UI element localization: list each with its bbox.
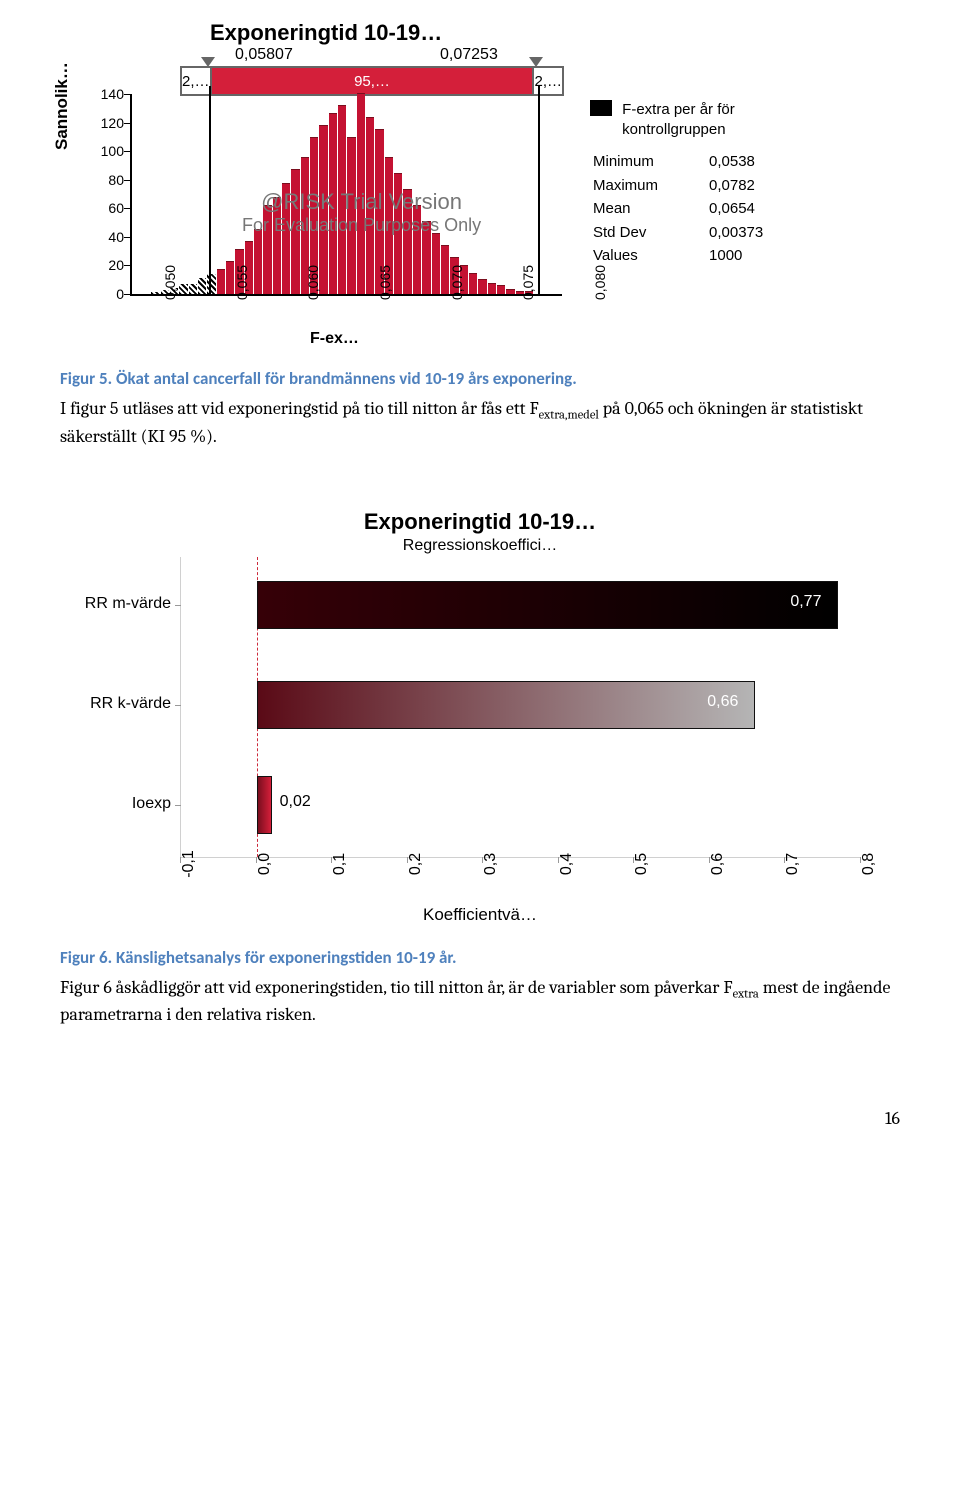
chart1-bar — [151, 292, 159, 294]
chart1-ytick-label: 100 — [92, 143, 124, 159]
fig5-body-pre: I figur 5 utläses att vid exponeringstid… — [60, 398, 539, 419]
chart2-xtick-label: 0,6 — [709, 844, 727, 884]
chart1-bar — [469, 273, 477, 294]
chart1-xtick-label: 0,065 — [377, 265, 393, 300]
chart1-ytick-label: 140 — [92, 86, 124, 102]
chart1-xtick-label: 0,060 — [305, 265, 321, 300]
chart1-ci-values: 0,05807 0,07253 — [180, 46, 560, 64]
chart1-bar — [488, 283, 496, 294]
chart1-bar — [441, 245, 449, 294]
chart1-bar — [497, 285, 505, 294]
chart1-ci-low: 0,05807 — [235, 46, 293, 64]
chart2-xtick-label: 0,1 — [331, 844, 349, 884]
chart1-bar — [217, 269, 225, 294]
chart2-xtick-label: 0,0 — [256, 844, 274, 884]
chart1-vline-low — [209, 86, 211, 294]
fig6-body-pre: Figur 6 åskådliggör att vid exponeringst… — [60, 977, 733, 998]
chart2-xtick-label: 0,4 — [558, 844, 576, 884]
fig5-body-sub: extra,medel — [539, 409, 599, 423]
chart1-bar — [478, 279, 486, 294]
figure-6-chart: Exponeringtid 10-19… Regressionskoeffici… — [60, 509, 900, 929]
chart1-xtick-label: 0,055 — [234, 265, 250, 300]
chart2-ylabel: RR m-värde — [71, 595, 171, 613]
chart1-stat-row: Maximum0,0782 — [592, 175, 764, 197]
chart1-ytick-label: 0 — [92, 286, 124, 302]
chart2-subtitle: Regressionskoeffici… — [60, 537, 900, 555]
page-number: 16 — [60, 1108, 900, 1129]
chart1-title: Exponeringtid 10-19… — [210, 20, 442, 46]
chart1-bar — [198, 278, 206, 294]
chart1-stat-row: Mean0,0654 — [592, 198, 764, 220]
legend-title: F-extra per år för kontrollgruppen — [622, 100, 822, 139]
chart1-stat-row: Values1000 — [592, 245, 764, 267]
chart2-bar-value: 0,77 — [790, 593, 821, 611]
chart2-row: RR k-värde0,66 — [181, 675, 861, 735]
chart1-bar — [189, 284, 197, 294]
figure-5-body: I figur 5 utläses att vid exponeringstid… — [60, 397, 900, 449]
chart2-bar — [257, 681, 756, 729]
chart2-row: Ioexp0,02 — [181, 775, 861, 835]
chart2-row: RR m-värde0,77 — [181, 575, 861, 635]
chart1-bar — [432, 233, 440, 294]
chart2-xtick-label: 0,7 — [784, 844, 802, 884]
chart1-ytick-label: 40 — [92, 229, 124, 245]
chart1-header-mid: 95,… — [210, 68, 535, 94]
chart2-xtick-label: 0,8 — [860, 844, 878, 884]
chart2-xtick-label: -0,1 — [180, 844, 198, 884]
figure-6-caption: Figur 6. Känslighetsanalys för exponerin… — [60, 947, 900, 968]
chart2-plot-area: @RISK Trial Version For Evaluation Purpo… — [180, 557, 861, 858]
chart1-bar — [254, 229, 262, 294]
chart1-ci-high: 0,07253 — [440, 46, 498, 64]
fig6-body-sub: extra — [733, 987, 759, 1001]
figure-5-chart: Exponeringtid 10-19… 0,05807 0,07253 2,…… — [60, 20, 900, 350]
chart1-vline-high — [538, 86, 540, 294]
chart2-ylabel: Ioexp — [71, 795, 171, 813]
chart1-bar — [506, 289, 514, 294]
watermark-line2: For Evaluation Purposes Only — [242, 215, 481, 236]
chart2-xlabel: Koefficientvä… — [60, 905, 900, 925]
chart2-bar — [257, 776, 272, 834]
chart1-ytick-label: 80 — [92, 172, 124, 188]
chart1-xtick-label: 0,070 — [449, 265, 465, 300]
chart2-bar-value: 0,66 — [707, 693, 738, 711]
chart1-plot-area: @RISK Trial Version For Evaluation Purpo… — [130, 94, 562, 296]
figure-5-caption: Figur 5. Ökat antal cancerfall för brand… — [60, 368, 900, 389]
chart1-header-left: 2,… — [182, 68, 210, 94]
chart1-xtick-label: 0,080 — [592, 265, 608, 300]
chart1-stat-row: Minimum0,0538 — [592, 151, 764, 173]
watermark-line1: @RISK Trial Version — [242, 189, 481, 215]
chart2-title: Exponeringtid 10-19… — [60, 509, 900, 535]
chart1-legend: F-extra per år för kontrollgruppen Minim… — [590, 100, 822, 269]
chart2-ylabel: RR k-värde — [71, 695, 171, 713]
chart1-xtick-label: 0,075 — [520, 265, 536, 300]
chart1-ytick-label: 20 — [92, 257, 124, 273]
chart1-ylabel: Sannolik… — [52, 62, 72, 150]
chart1-stat-row: Std Dev0,00373 — [592, 222, 764, 244]
chart1-watermark: @RISK Trial Version For Evaluation Purpo… — [242, 189, 481, 236]
chart2-bar — [257, 581, 839, 629]
chart2-bar-value: 0,02 — [280, 793, 311, 811]
chart1-xtick-label: 0,050 — [162, 265, 178, 300]
chart2-xtick-label: 0,3 — [482, 844, 500, 884]
figure-6-body: Figur 6 åskådliggör att vid exponeringst… — [60, 976, 900, 1028]
chart2-xtick-label: 0,2 — [407, 844, 425, 884]
chart1-percentile-bar: 2,… 95,… 2,… — [180, 66, 564, 96]
chart1-xlabel: F-ex… — [310, 330, 359, 348]
chart1-ytick-label: 120 — [92, 115, 124, 131]
chart1-bar — [179, 284, 187, 294]
chart1-stats-table: Minimum0,0538Maximum0,0782Mean0,0654Std … — [590, 149, 766, 269]
legend-swatch-icon — [590, 100, 612, 116]
chart1-ytick-label: 60 — [92, 200, 124, 216]
chart2-xtick-label: 0,5 — [633, 844, 651, 884]
